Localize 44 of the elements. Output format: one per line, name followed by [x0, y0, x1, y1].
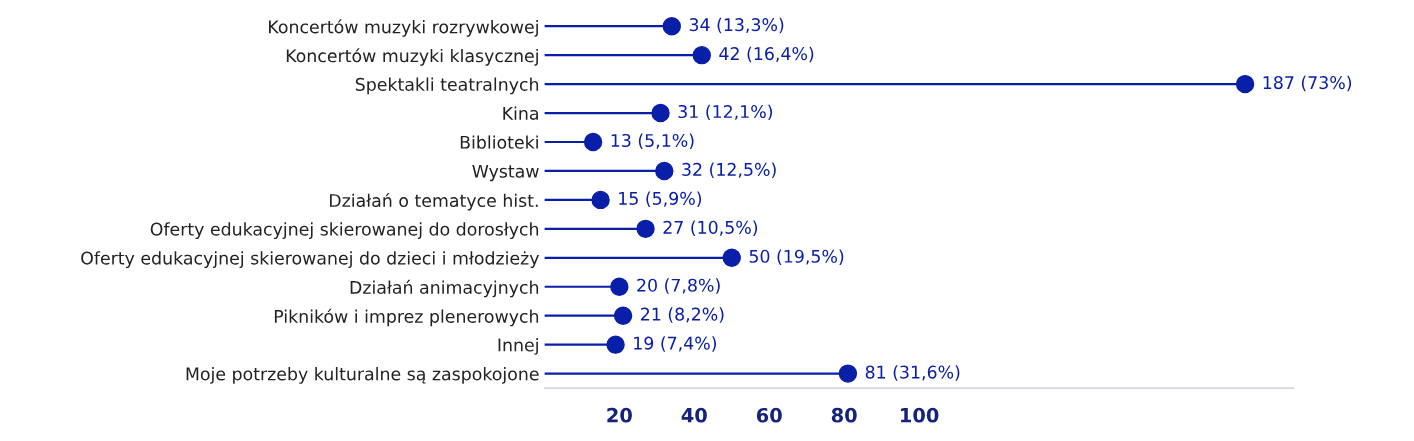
x-tick-label: 60	[756, 407, 782, 423]
y-tick-label: Oferty edukacyjnej skierowanej do dzieci i młodzieży	[81, 251, 540, 269]
data-label: 50 (19,5%)	[749, 249, 844, 265]
point	[591, 190, 610, 210]
data-label: 187 (73%)	[1263, 75, 1352, 92]
x-tick-label: 40	[681, 407, 707, 423]
point	[1235, 74, 1255, 94]
point	[583, 132, 603, 152]
x-tick-label: 100	[901, 407, 939, 423]
data-label: 31 (12,1%)	[678, 104, 773, 121]
data-label: 34 (13,3%)	[689, 17, 784, 34]
point	[613, 306, 633, 325]
y-tick-label: Spektakli teatralnych	[355, 77, 539, 95]
y-tick-label: Kina	[503, 106, 538, 120]
y-tick-label: Koncertów muzyki klasycznej	[286, 48, 538, 66]
point	[610, 277, 629, 296]
y-tick-label: Oferty edukacyjnej skierowanej do dorosłych	[150, 222, 539, 240]
data-label: 21 (8,2%)	[641, 307, 724, 323]
data-label: 32 (12,5%)	[682, 162, 776, 179]
point	[838, 364, 858, 383]
point	[722, 248, 741, 268]
y-tick-label: Działań o tematyce hist.	[330, 192, 538, 211]
x-tick-label: 20	[607, 407, 632, 423]
data-label: 27 (10,5%)	[663, 220, 758, 236]
y-tick-label: Biblioteki	[460, 135, 538, 149]
data-label: 13 (5,1%)	[611, 133, 694, 150]
y-tick-label: Wystaw	[472, 164, 539, 182]
y-tick-label: Pikników i imprez plenerowych	[274, 308, 539, 327]
data-label: 20 (7,8%)	[637, 278, 720, 294]
y-tick-label: Innej	[498, 338, 538, 355]
x-tick-label: 80	[831, 407, 857, 423]
point	[692, 45, 711, 65]
y-tick-label: Koncertów muzyki rozrywkowej	[269, 19, 538, 37]
point	[606, 335, 625, 354]
point	[662, 16, 681, 36]
data-label: 19 (7,4%)	[634, 336, 717, 352]
point	[636, 219, 655, 239]
data-label: 15 (5,9%)	[619, 191, 702, 207]
y-tick-label: Moje potrzeby kulturalne są zaspokojone	[186, 367, 539, 384]
data-label: 42 (16,4%)	[719, 46, 814, 63]
data-label: 81 (31,6%)	[865, 365, 960, 381]
point	[655, 161, 674, 181]
point	[651, 103, 670, 123]
y-tick-label: Działań animacyjnych	[350, 279, 539, 298]
